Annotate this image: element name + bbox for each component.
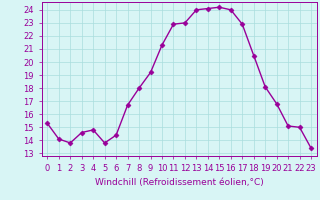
X-axis label: Windchill (Refroidissement éolien,°C): Windchill (Refroidissement éolien,°C)	[95, 178, 264, 187]
